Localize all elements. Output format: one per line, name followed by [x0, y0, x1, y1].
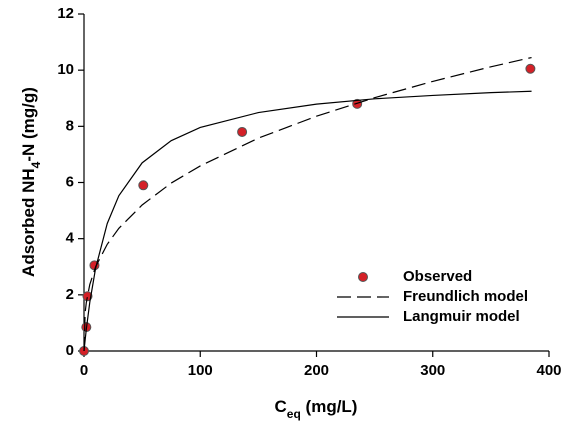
label-part: eq	[287, 407, 301, 421]
y-tick-label: 12	[57, 5, 74, 22]
y-tick-label: 10	[57, 61, 74, 78]
x-tick-label: 0	[80, 362, 88, 379]
data-point	[525, 63, 536, 74]
y-tick-label: 4	[66, 230, 75, 247]
x-tick-label: 400	[536, 362, 561, 379]
model-line	[83, 56, 532, 352]
y-tick-label: 6	[66, 173, 74, 190]
label-part: (mg/L)	[301, 397, 358, 416]
x-tick-label: 200	[304, 362, 329, 379]
x-tick-label: 300	[420, 362, 445, 379]
label-part: 4	[29, 161, 43, 168]
data-point	[82, 291, 93, 302]
label-part: C	[275, 397, 287, 416]
y-tick-label: 8	[66, 117, 74, 134]
data-point	[138, 180, 149, 191]
y-tick-label: 0	[66, 342, 74, 359]
y-axis-label: Adsorbed NH4-N (mg/g)	[19, 87, 43, 277]
legend-label: Observed	[403, 268, 472, 285]
label-part: Adsorbed NH	[19, 168, 38, 277]
label-part: -N (mg/g)	[19, 87, 38, 162]
x-tick-label: 100	[188, 362, 213, 379]
legend-label: Langmuir model	[403, 308, 520, 325]
model-line	[83, 90, 532, 352]
y-tick-label: 2	[66, 286, 74, 303]
x-axis-label: Ceq (mg/L)	[275, 397, 358, 421]
legend-label: Freundlich model	[403, 288, 528, 305]
legend-marker	[358, 272, 368, 282]
data-point	[237, 126, 248, 137]
